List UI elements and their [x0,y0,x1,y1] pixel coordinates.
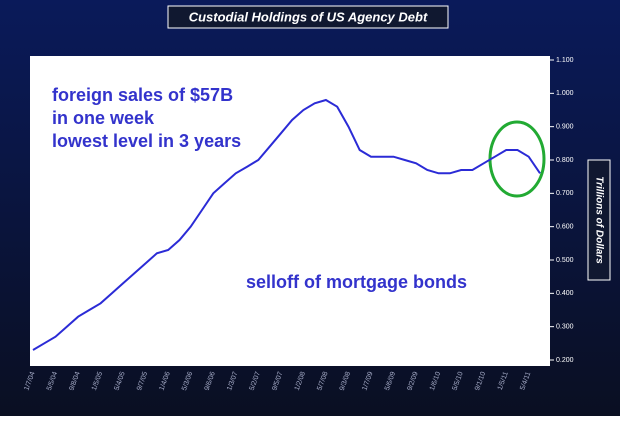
y-tick-label: 0.300 [556,324,574,331]
annotation: lowest level in 3 years [52,131,241,151]
annotation: foreign sales of $57B [52,85,233,105]
data-line [32,98,541,351]
y-tick-label: 0.400 [556,290,574,297]
chart-title: Custodial Holdings of US Agency Debt [189,9,428,24]
y-tick-label: 1.000 [556,90,574,97]
y-tick-label: 0.800 [556,157,574,164]
title-box [167,5,449,29]
plot-area [30,56,550,366]
axis-label-box [587,159,611,281]
y-tick-label: 1.100 [556,57,574,64]
annotation: in one week [52,108,155,128]
y-tick-label: 0.700 [556,190,574,197]
y-axis-label: Trillions of Dollars [593,176,604,264]
y-tick-label: 0.200 [556,357,574,364]
y-tick-label: 0.600 [556,224,574,231]
annotation: selloff of mortgage bonds [246,272,467,292]
y-tick-label: 0.900 [556,124,574,131]
y-tick-label: 0.500 [556,257,574,264]
